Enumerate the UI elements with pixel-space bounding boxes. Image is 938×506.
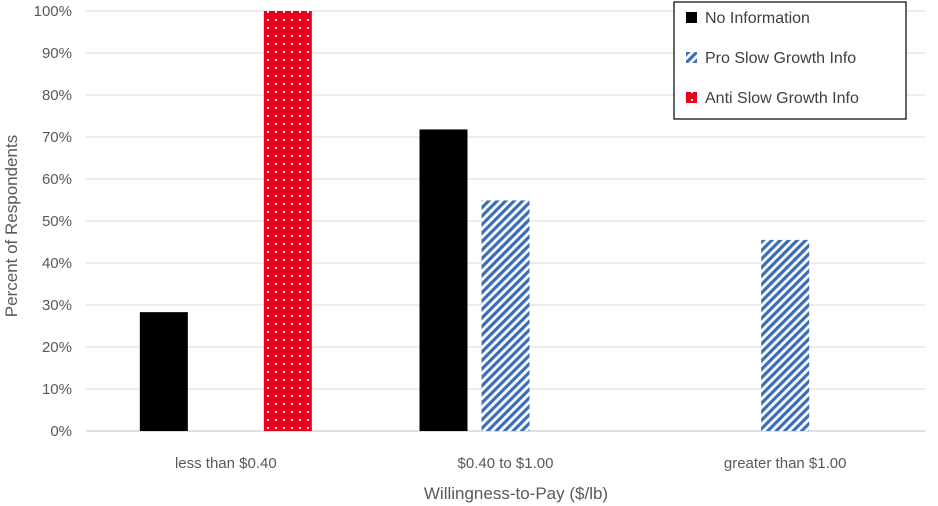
y-tick-label: 10% <box>42 381 72 398</box>
legend-label: Pro Slow Growth Info <box>705 50 856 67</box>
y-tick-label: 80% <box>42 87 72 104</box>
y-tick-label: 90% <box>42 45 72 62</box>
legend-box <box>673 1 907 120</box>
x-axis-ticks: less than $0.40 $0.40 to $1.00 greater tha… <box>175 455 847 472</box>
y-axis-ticks: 0% 10% 20% 30% 40% 50% 60% 70% 80% 90% 100% <box>34 3 72 440</box>
y-axis-title: Percent of Respondents <box>2 135 21 317</box>
x-axis-title: Willingness-to-Pay ($/lb) <box>424 484 608 503</box>
x-tick-label: greater than $1.00 <box>724 455 847 472</box>
bar-no-information-0 <box>139 312 188 431</box>
legend-label: No Information <box>705 10 810 27</box>
bar-pro-slow-growth-info-2 <box>761 239 810 431</box>
x-tick-label: less than $0.40 <box>175 455 277 472</box>
legend: No Information Pro Slow Growth Info Anti S… <box>673 1 907 120</box>
y-tick-label: 100% <box>34 3 72 20</box>
y-tick-label: 70% <box>42 129 72 146</box>
bar-pro-slow-growth-info-1 <box>481 200 530 431</box>
x-tick-label: $0.40 to $1.00 <box>458 455 554 472</box>
y-tick-label: 50% <box>42 213 72 230</box>
y-tick-label: 40% <box>42 255 72 272</box>
bar-anti-slow-growth-info-0 <box>263 11 312 431</box>
legend-swatch <box>686 12 697 23</box>
legend-swatch <box>686 92 697 103</box>
y-tick-label: 20% <box>42 339 72 356</box>
y-tick-label: 0% <box>50 423 72 440</box>
y-tick-label: 30% <box>42 297 72 314</box>
legend-swatch <box>686 52 697 63</box>
bar-no-information-1 <box>419 129 468 431</box>
legend-label: Anti Slow Growth Info <box>705 90 859 107</box>
bars <box>139 11 810 431</box>
y-tick-label: 60% <box>42 171 72 188</box>
